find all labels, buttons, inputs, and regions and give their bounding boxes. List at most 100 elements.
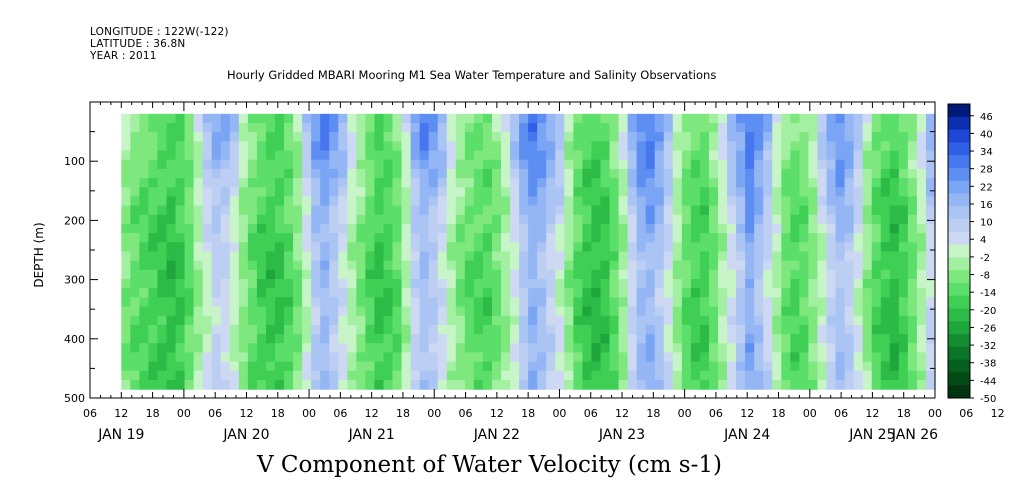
heatmap-cell (356, 343, 367, 354)
heatmap-cell (654, 196, 665, 207)
heatmap-cell (455, 159, 466, 170)
heatmap-cell (573, 141, 583, 152)
heatmap-cell (365, 269, 376, 280)
heatmap-cell (510, 288, 520, 298)
heatmap-cell (265, 324, 276, 335)
heatmap-cell (754, 205, 764, 216)
heatmap-cell (528, 223, 538, 234)
heatmap-cell (645, 196, 656, 207)
x-tick-label: 18 (897, 407, 911, 420)
heatmap-cell (121, 223, 131, 234)
heatmap-cell (374, 132, 385, 142)
heatmap-cell (609, 279, 620, 289)
heatmap-cell (618, 123, 629, 133)
heatmap-cell (889, 361, 900, 372)
heatmap-cell (455, 123, 466, 133)
heatmap-cell (238, 361, 249, 372)
heatmap-cell (718, 334, 728, 344)
heatmap-cell (907, 233, 918, 243)
heatmap-cell (293, 178, 303, 188)
heatmap-cell (591, 343, 602, 354)
heatmap-cell (130, 297, 140, 308)
heatmap-cell (591, 260, 602, 271)
heatmap-cell (772, 132, 782, 142)
heatmap-cell (799, 113, 810, 124)
heatmap-cell (609, 352, 620, 363)
heatmap-cell (790, 370, 800, 381)
heatmap-cell (374, 214, 385, 225)
heatmap-cell (374, 315, 385, 326)
heatmap-cell (491, 334, 502, 344)
heatmap-cell (347, 361, 357, 372)
heatmap-cell (555, 113, 565, 124)
heatmap-cell (166, 223, 177, 234)
heatmap-cell (428, 361, 439, 372)
heatmap-cell (871, 361, 882, 372)
heatmap-cell (419, 288, 430, 298)
heatmap-cell (464, 251, 475, 262)
heatmap-cell (636, 132, 647, 142)
heatmap-cell (681, 123, 692, 133)
heatmap-cell (482, 159, 493, 170)
heatmap-cell (338, 187, 348, 198)
heatmap-cell (699, 223, 710, 234)
heatmap-cell (528, 297, 538, 308)
x-tick-label: 12 (490, 407, 504, 420)
heatmap-cell (582, 260, 593, 271)
heatmap-cell (519, 178, 529, 188)
heatmap-cell (573, 269, 583, 280)
heatmap-cell (916, 343, 927, 354)
heatmap-cell (157, 196, 168, 207)
heatmap-cell (591, 113, 602, 124)
heatmap-cell (844, 251, 855, 262)
heatmap-cell (247, 315, 258, 326)
heatmap-cell (871, 379, 882, 390)
heatmap-cell (275, 123, 285, 133)
heatmap-cell (781, 159, 791, 170)
heatmap-cell (293, 288, 303, 298)
x-day-label: JAN 24 (723, 427, 770, 443)
heatmap-cell (519, 113, 529, 124)
heatmap-cell (763, 352, 773, 363)
heatmap-cell (275, 233, 285, 243)
heatmap-cell (473, 297, 484, 308)
heatmap-cell (392, 123, 403, 133)
heatmap-cell (356, 260, 367, 271)
heatmap-cell (555, 178, 565, 188)
heatmap-cell (293, 315, 303, 326)
heatmap-cell (473, 233, 484, 243)
heatmap-cell (718, 168, 728, 179)
heatmap-cell (302, 178, 312, 188)
heatmap-cell (627, 132, 638, 142)
heatmap-cell (311, 251, 321, 262)
heatmap-cell (853, 132, 864, 142)
heatmap-cell (256, 141, 267, 152)
heatmap-cell (501, 306, 511, 317)
colorbar-label: 34 (980, 147, 993, 158)
heatmap-cell (591, 223, 602, 234)
heatmap-cell (220, 187, 231, 198)
heatmap-cell (365, 306, 376, 317)
heatmap-cell (609, 187, 620, 198)
heatmap-cell (401, 196, 412, 207)
heatmap-cell (591, 205, 602, 216)
heatmap-cell (745, 334, 755, 344)
heatmap-cell (275, 205, 285, 216)
heatmap-cell (247, 251, 258, 262)
heatmap-cell (573, 370, 583, 381)
heatmap-cell (880, 141, 891, 152)
heatmap-cell (880, 315, 891, 326)
heatmap-cell (338, 159, 348, 170)
heatmap-cell (654, 260, 665, 271)
colorbar-label: -44 (980, 376, 996, 387)
heatmap-cell (311, 205, 321, 216)
heatmap-cell (564, 361, 574, 372)
heatmap-cell (166, 150, 177, 161)
heatmap-cell (501, 196, 511, 207)
heatmap-cell (365, 159, 376, 170)
colorbar-label: 40 (980, 129, 993, 140)
heatmap-cell (211, 159, 222, 170)
heatmap-cell (482, 223, 493, 234)
heatmap-cell (519, 306, 529, 317)
heatmap-cell (265, 334, 276, 344)
